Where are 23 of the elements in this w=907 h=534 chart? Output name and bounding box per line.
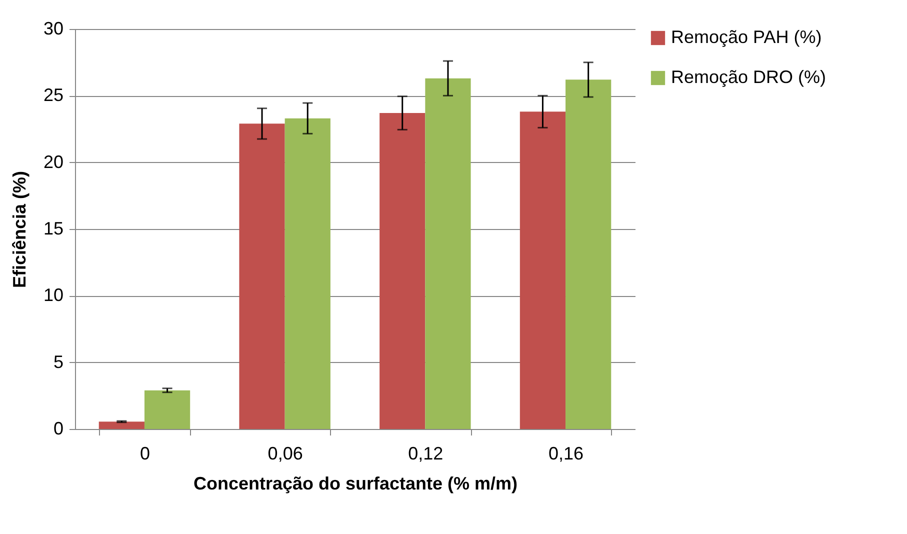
x-tick-label: 0 <box>140 444 150 464</box>
x-tick-label: 0,16 <box>548 444 584 464</box>
bar <box>284 118 330 429</box>
bar <box>380 113 426 429</box>
y-tick-label: 20 <box>43 152 64 172</box>
y-tick-label: 0 <box>53 418 64 438</box>
y-tick-label: 10 <box>43 285 64 306</box>
bar <box>566 80 612 429</box>
x-tick-label: 0,12 <box>408 444 444 464</box>
y-tick-label: 5 <box>53 352 64 372</box>
bar <box>239 124 285 429</box>
legend-label: Remoção PAH (%) <box>671 27 822 47</box>
legend-label: Remoção DRO (%) <box>671 67 826 87</box>
bar <box>520 112 566 429</box>
y-tick-label: 15 <box>43 218 64 238</box>
bar <box>425 78 471 429</box>
y-tick-label: 30 <box>43 18 64 38</box>
y-axis-title: Eficiência (%) <box>9 170 30 288</box>
bar <box>144 390 190 429</box>
y-tick-label: 25 <box>43 85 64 106</box>
x-axis-title: Concentração do surfactante (% m/m) <box>193 474 518 494</box>
bar <box>98 422 144 429</box>
x-tick-label: 0,06 <box>268 444 303 464</box>
